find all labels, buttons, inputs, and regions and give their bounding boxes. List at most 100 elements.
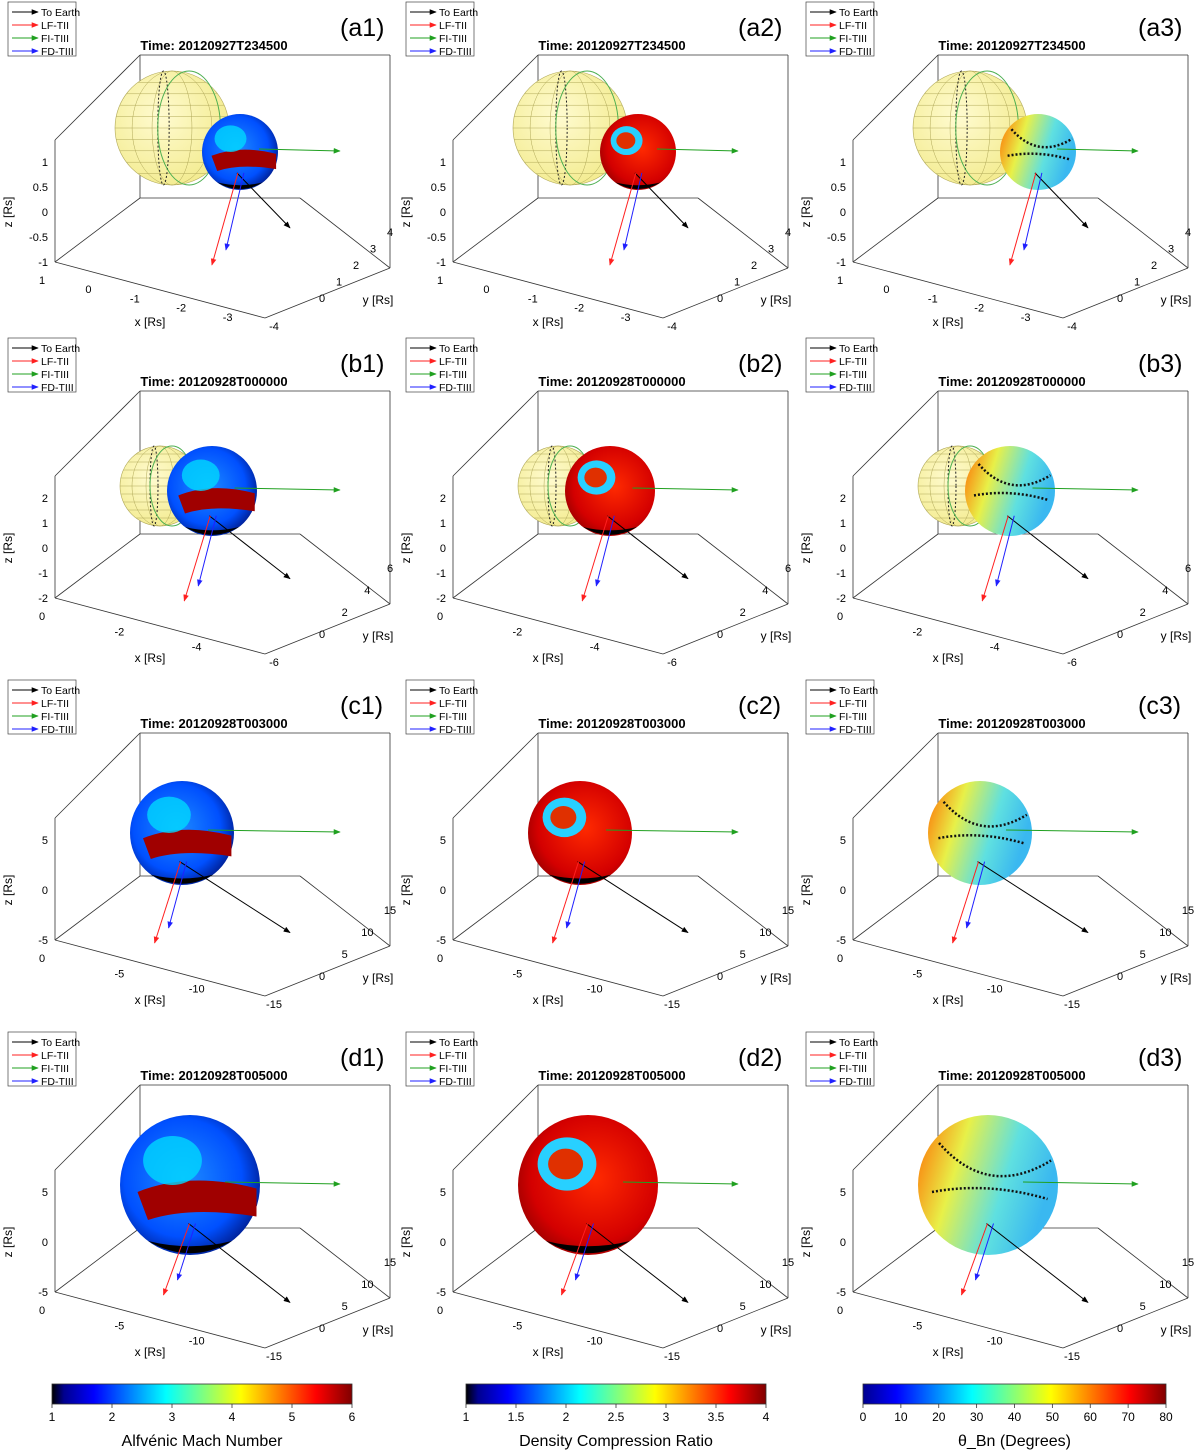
- z-tick-label: 1: [42, 518, 48, 530]
- z-axis-label: z [Rs]: [399, 875, 413, 906]
- x-tick-label: -10: [587, 1336, 603, 1348]
- y-tick-label: 0: [1117, 971, 1123, 983]
- z-tick-label: -1: [836, 568, 846, 580]
- x-tick-label: -3: [1021, 312, 1031, 324]
- y-tick-label: 6: [785, 563, 791, 575]
- panel-time-title: Time: 20120928T003000: [938, 716, 1085, 731]
- y-axis-label: y [Rs]: [363, 293, 394, 307]
- colorbar-tick-label: 50: [1046, 1410, 1060, 1424]
- x-axis: 0 -5 -10 -15 x [Rs]: [437, 953, 680, 1011]
- x-tick-label: 0: [39, 611, 45, 623]
- legend-label: FD-TIII: [839, 46, 872, 58]
- legend-label: FI-TIII: [439, 1063, 467, 1075]
- z-tick-label: 1: [840, 157, 846, 169]
- legend-label: LF-TII: [439, 20, 467, 32]
- y-tick-label: 1: [336, 277, 342, 289]
- x-tick-label: -15: [266, 1351, 282, 1363]
- colorbar-title: Alfvénic Mach Number: [122, 1433, 284, 1450]
- colorbar-2: 1 1.5 2 2.5 3 3.5 4 Density Compression Ratio: [463, 1383, 770, 1450]
- z-axis-label: z [Rs]: [399, 533, 413, 564]
- legend-label: FI-TIII: [41, 369, 69, 381]
- colorbar-tick-label: 3: [169, 1410, 176, 1424]
- x-tick-label: 0: [883, 284, 889, 296]
- x-tick-label: 0: [39, 1305, 45, 1317]
- y-tick-label: 10: [1159, 927, 1171, 939]
- shock-sphere: [130, 781, 234, 885]
- y-tick-label: 1: [1134, 277, 1140, 289]
- z-tick-label: -1: [38, 257, 48, 269]
- x-tick-label: 0: [837, 611, 843, 623]
- legend-label: FD-TIII: [41, 1076, 74, 1088]
- x-axis: 0 -2 -4 -6 x [Rs]: [837, 611, 1077, 669]
- z-axis-label: z [Rs]: [1, 197, 15, 228]
- colorbar-tick-label: 2: [563, 1410, 570, 1424]
- direction-arrows: [183, 487, 341, 602]
- z-tick-label: 0: [440, 207, 446, 219]
- legend-label: FD-TIII: [439, 382, 472, 394]
- x-axis-label: x [Rs]: [533, 993, 564, 1007]
- z-tick-label: 0: [440, 885, 446, 897]
- z-tick-label: 0: [840, 1237, 846, 1249]
- y-tick-label: 0: [717, 971, 723, 983]
- z-tick-label: -5: [38, 1287, 48, 1299]
- z-tick-label: -5: [436, 935, 446, 947]
- colorbar-3: 0 10 20 30 40 50 60 70 80 θ_Bn (Degrees): [860, 1383, 1173, 1450]
- y-tick-label: 1: [734, 277, 740, 289]
- y-axis-label: y [Rs]: [363, 1323, 394, 1337]
- x-tick-label: 1: [437, 275, 443, 287]
- y-tick-label: 5: [342, 1301, 348, 1313]
- y-tick-label: 4: [785, 227, 791, 239]
- colorbar-tick-label: 2.5: [608, 1410, 625, 1424]
- x-tick-label: 0: [39, 953, 45, 965]
- colorbar-tick-label: 10: [894, 1410, 908, 1424]
- z-axis-label: z [Rs]: [799, 197, 813, 228]
- legend-label: FI-TIII: [839, 33, 867, 45]
- legend-label: FI-TIII: [41, 1063, 69, 1075]
- shock-sphere: [600, 114, 676, 190]
- x-tick-label: -3: [621, 312, 631, 324]
- legend-label: LF-TII: [439, 1050, 467, 1062]
- panel-time-title: Time: 20120928T000000: [538, 374, 685, 389]
- y-tick-label: 0: [319, 293, 325, 305]
- legend-label: LF-TII: [41, 20, 69, 32]
- x-tick-label: -3: [223, 312, 233, 324]
- sun-sphere: [912, 70, 1028, 186]
- legend-label: To Earth: [41, 1037, 80, 1049]
- legend-label: FI-TIII: [839, 1063, 867, 1075]
- x-tick-label: 0: [437, 953, 443, 965]
- x-tick-label: -15: [664, 1351, 680, 1363]
- legend-label: To Earth: [439, 685, 478, 697]
- y-tick-label: 10: [759, 927, 771, 939]
- panel-time-title: Time: 20120927T234500: [938, 38, 1085, 53]
- panel-time-title: Time: 20120928T005000: [938, 1068, 1085, 1083]
- y-axis: 0 5 10 15 y [Rs]: [319, 1257, 396, 1337]
- y-axis-label: y [Rs]: [761, 293, 792, 307]
- x-tick-label: -15: [664, 999, 680, 1011]
- x-axis: 0 -2 -4 -6 x [Rs]: [437, 611, 677, 669]
- sun-sphere: [114, 70, 230, 186]
- colorbar-tick-label: 1: [49, 1410, 56, 1424]
- z-tick-label: -2: [38, 593, 48, 605]
- axes-box: [54, 1084, 391, 1349]
- x-tick-label: -15: [266, 999, 282, 1011]
- y-tick-label: 4: [762, 585, 768, 597]
- x-tick-label: -5: [912, 968, 922, 980]
- x-axis-label: x [Rs]: [933, 1345, 964, 1359]
- y-tick-label: 6: [387, 563, 393, 575]
- legend-label: FI-TIII: [439, 711, 467, 723]
- colorbar-tick-label: 3.5: [708, 1410, 725, 1424]
- y-axis: 0 5 10 15 y [Rs]: [717, 1257, 794, 1337]
- z-axis-label: z [Rs]: [1, 1227, 15, 1258]
- legend-label: FD-TIII: [41, 46, 74, 58]
- x-axis-label: x [Rs]: [135, 315, 166, 329]
- y-tick-label: 3: [370, 244, 376, 256]
- legend-label: FI-TIII: [41, 33, 69, 45]
- z-tick-label: 0: [840, 885, 846, 897]
- panel-id-label: (b1): [340, 350, 384, 378]
